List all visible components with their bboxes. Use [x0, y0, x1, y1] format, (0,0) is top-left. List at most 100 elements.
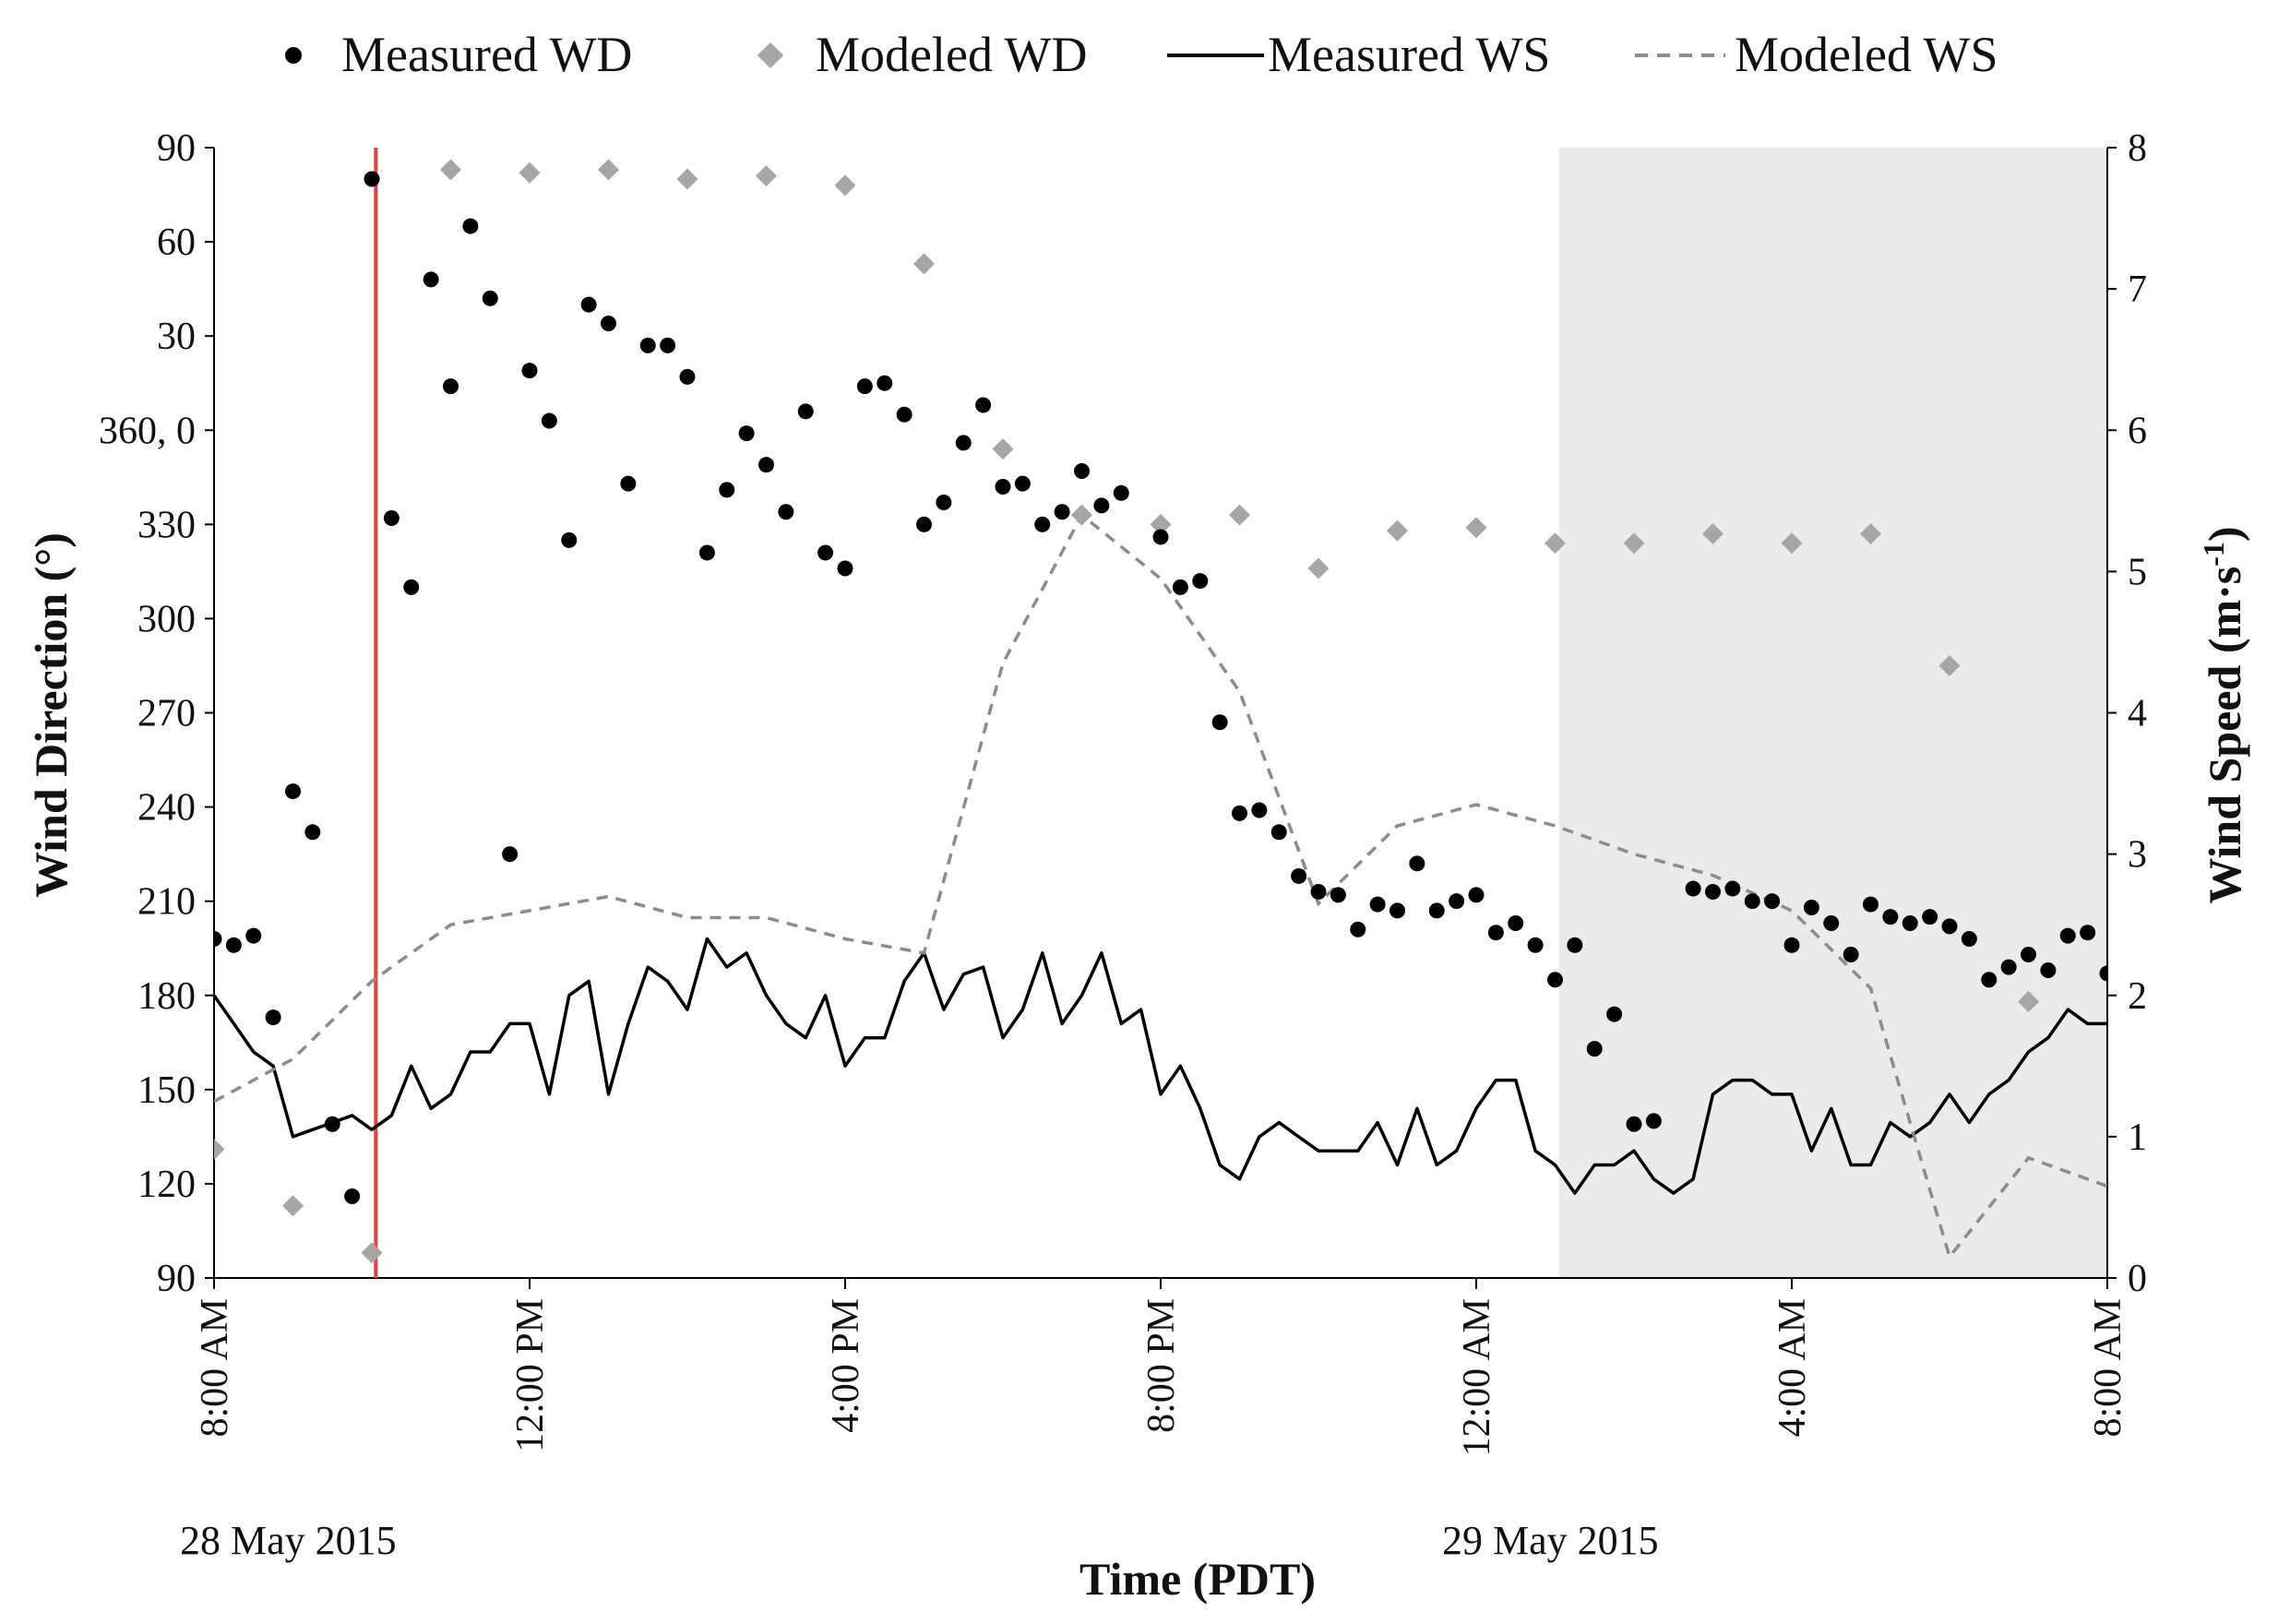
measured-wd-point	[1724, 880, 1741, 897]
left-tick-label: 210	[137, 881, 196, 924]
measured-wd-point	[1843, 947, 1859, 963]
date-label-start: 28 May 2015	[180, 1518, 397, 1563]
left-tick-label: 300	[137, 598, 196, 640]
left-tick-label: 150	[137, 1069, 196, 1112]
measured-wd-point	[679, 368, 696, 385]
x-tick-label: 8:00 AM	[194, 1298, 236, 1438]
measured-wd-point	[817, 544, 834, 561]
measured-wd-point	[758, 457, 774, 473]
modeled-wd-point	[1150, 513, 1172, 535]
measured-wd-point	[1054, 504, 1070, 520]
measured-wd-point	[856, 378, 873, 395]
right-tick-label: 7	[2128, 269, 2147, 311]
measured-wd-point	[1823, 914, 1840, 931]
measured-wd-point	[245, 927, 262, 944]
x-tick-label: 12:00 PM	[509, 1298, 552, 1452]
measured-wd-point	[1428, 902, 1445, 919]
modeled-wd-point	[361, 1242, 383, 1264]
measured-wd-point	[1270, 824, 1287, 841]
measured-wd-point	[2040, 962, 2057, 979]
x-tick-label: 8:00 AM	[2087, 1298, 2129, 1438]
left-tick-label: 30	[157, 316, 196, 358]
measured-wd-point	[1487, 925, 1504, 941]
modeled-wd-point	[282, 1195, 304, 1217]
modeled-wd-point	[598, 159, 619, 181]
legend-measured-wd-label: Measured WD	[341, 27, 632, 82]
measured-wd-point	[580, 296, 597, 313]
right-tick-label: 5	[2128, 551, 2147, 593]
modeled-ws-line	[214, 512, 2107, 1260]
chart-legend: Measured WD Modeled WD Measured WS Model…	[285, 27, 1998, 82]
measured-wd-point	[797, 403, 814, 420]
modeled-wd-point	[913, 253, 935, 275]
measured-wd-point	[462, 218, 479, 234]
measured-wd-point	[403, 579, 420, 595]
measured-wd-point	[896, 406, 912, 423]
measured-wd-point	[1567, 937, 1583, 953]
measured-wd-point	[660, 337, 676, 353]
measured-wd-point	[214, 931, 222, 947]
modeled-wd-point	[676, 168, 698, 190]
measured-wd-point	[837, 560, 853, 577]
right-tick-label: 0	[2128, 1258, 2147, 1300]
measured-wd-point	[1291, 867, 1307, 884]
left-tick-label: 90	[157, 1258, 196, 1300]
measured-wd-point	[285, 783, 301, 800]
left-tick-label: 240	[137, 787, 196, 830]
measured-wd-point	[1882, 909, 1899, 925]
measured-wd-point	[1606, 1006, 1623, 1022]
measured-wd-point	[1783, 937, 1800, 953]
measured-wd-point	[1705, 883, 1721, 900]
modeled-wd-point	[519, 161, 541, 184]
modeled-wd-point	[1623, 532, 1645, 555]
measured-wd-point	[916, 516, 932, 532]
measured-wd-point	[738, 425, 755, 442]
measured-wd-point	[1468, 887, 1485, 903]
left-axis-ticks: 90 120 150 180 210 240 270 300 330 360, 0 30 60 90	[99, 127, 214, 1300]
legend-measured-wd-marker	[285, 47, 302, 64]
measured-wd-point	[482, 290, 498, 306]
measured-wd-point	[1449, 893, 1465, 910]
measured-wd-point	[1547, 972, 1563, 988]
measured-wd-point	[1211, 714, 1228, 731]
modeled-wd-point	[1938, 654, 1961, 676]
x-tick-label: 8:00 PM	[1140, 1298, 1183, 1433]
measured-wd-point	[1330, 887, 1346, 903]
measured-wd-point	[1014, 475, 1031, 492]
x-axis-title: Time (PDT)	[1079, 1553, 1316, 1605]
legend-measured-ws-label: Measured WS	[1268, 27, 1550, 82]
legend-modeled-wd-label: Modeled WD	[816, 27, 1087, 82]
measured-wd-point	[2099, 965, 2107, 982]
measured-wd-point	[877, 375, 893, 391]
measured-wd-point	[1034, 516, 1051, 532]
measured-wd-point	[423, 271, 439, 288]
left-tick-label: 60	[157, 221, 196, 264]
x-tick-label: 4:00 AM	[1771, 1298, 1814, 1438]
measured-wd-point	[1863, 896, 1878, 913]
x-axis-ticks: 8:00 AM 12:00 PM 4:00 PM 8:00 PM 12:00 AM 4:0…	[194, 1278, 2129, 1457]
measured-wd-point	[1409, 855, 1425, 872]
measured-wd-point	[1645, 1113, 1662, 1129]
measured-wd-point	[1251, 802, 1268, 818]
measured-wd-point	[1310, 883, 1327, 900]
measured-wd-point	[1074, 462, 1090, 479]
measured-wd-point	[304, 824, 321, 841]
measured-wd-point	[1350, 921, 1366, 937]
measured-wd-point	[601, 316, 616, 332]
measured-wd-point	[2059, 927, 2076, 944]
right-tick-label: 6	[2128, 410, 2147, 452]
right-tick-label: 3	[2128, 834, 2147, 877]
measured-wd-point	[1232, 805, 1247, 821]
measured-wd-point	[2021, 947, 2036, 963]
measured-wd-point	[383, 510, 400, 527]
measured-wd-point	[1803, 899, 1819, 915]
modeled-wd-point	[1781, 532, 1803, 555]
modeled-wd-point	[1545, 532, 1566, 555]
measured-wd-point	[1586, 1041, 1603, 1057]
measured-wd-point	[561, 531, 578, 548]
measured-wd-point	[1764, 893, 1781, 910]
measured-wd-point	[1113, 484, 1129, 501]
modeled-wd-point	[1229, 504, 1250, 526]
modeled-wd-point	[1307, 557, 1330, 579]
modeled-wd-point	[756, 165, 777, 187]
